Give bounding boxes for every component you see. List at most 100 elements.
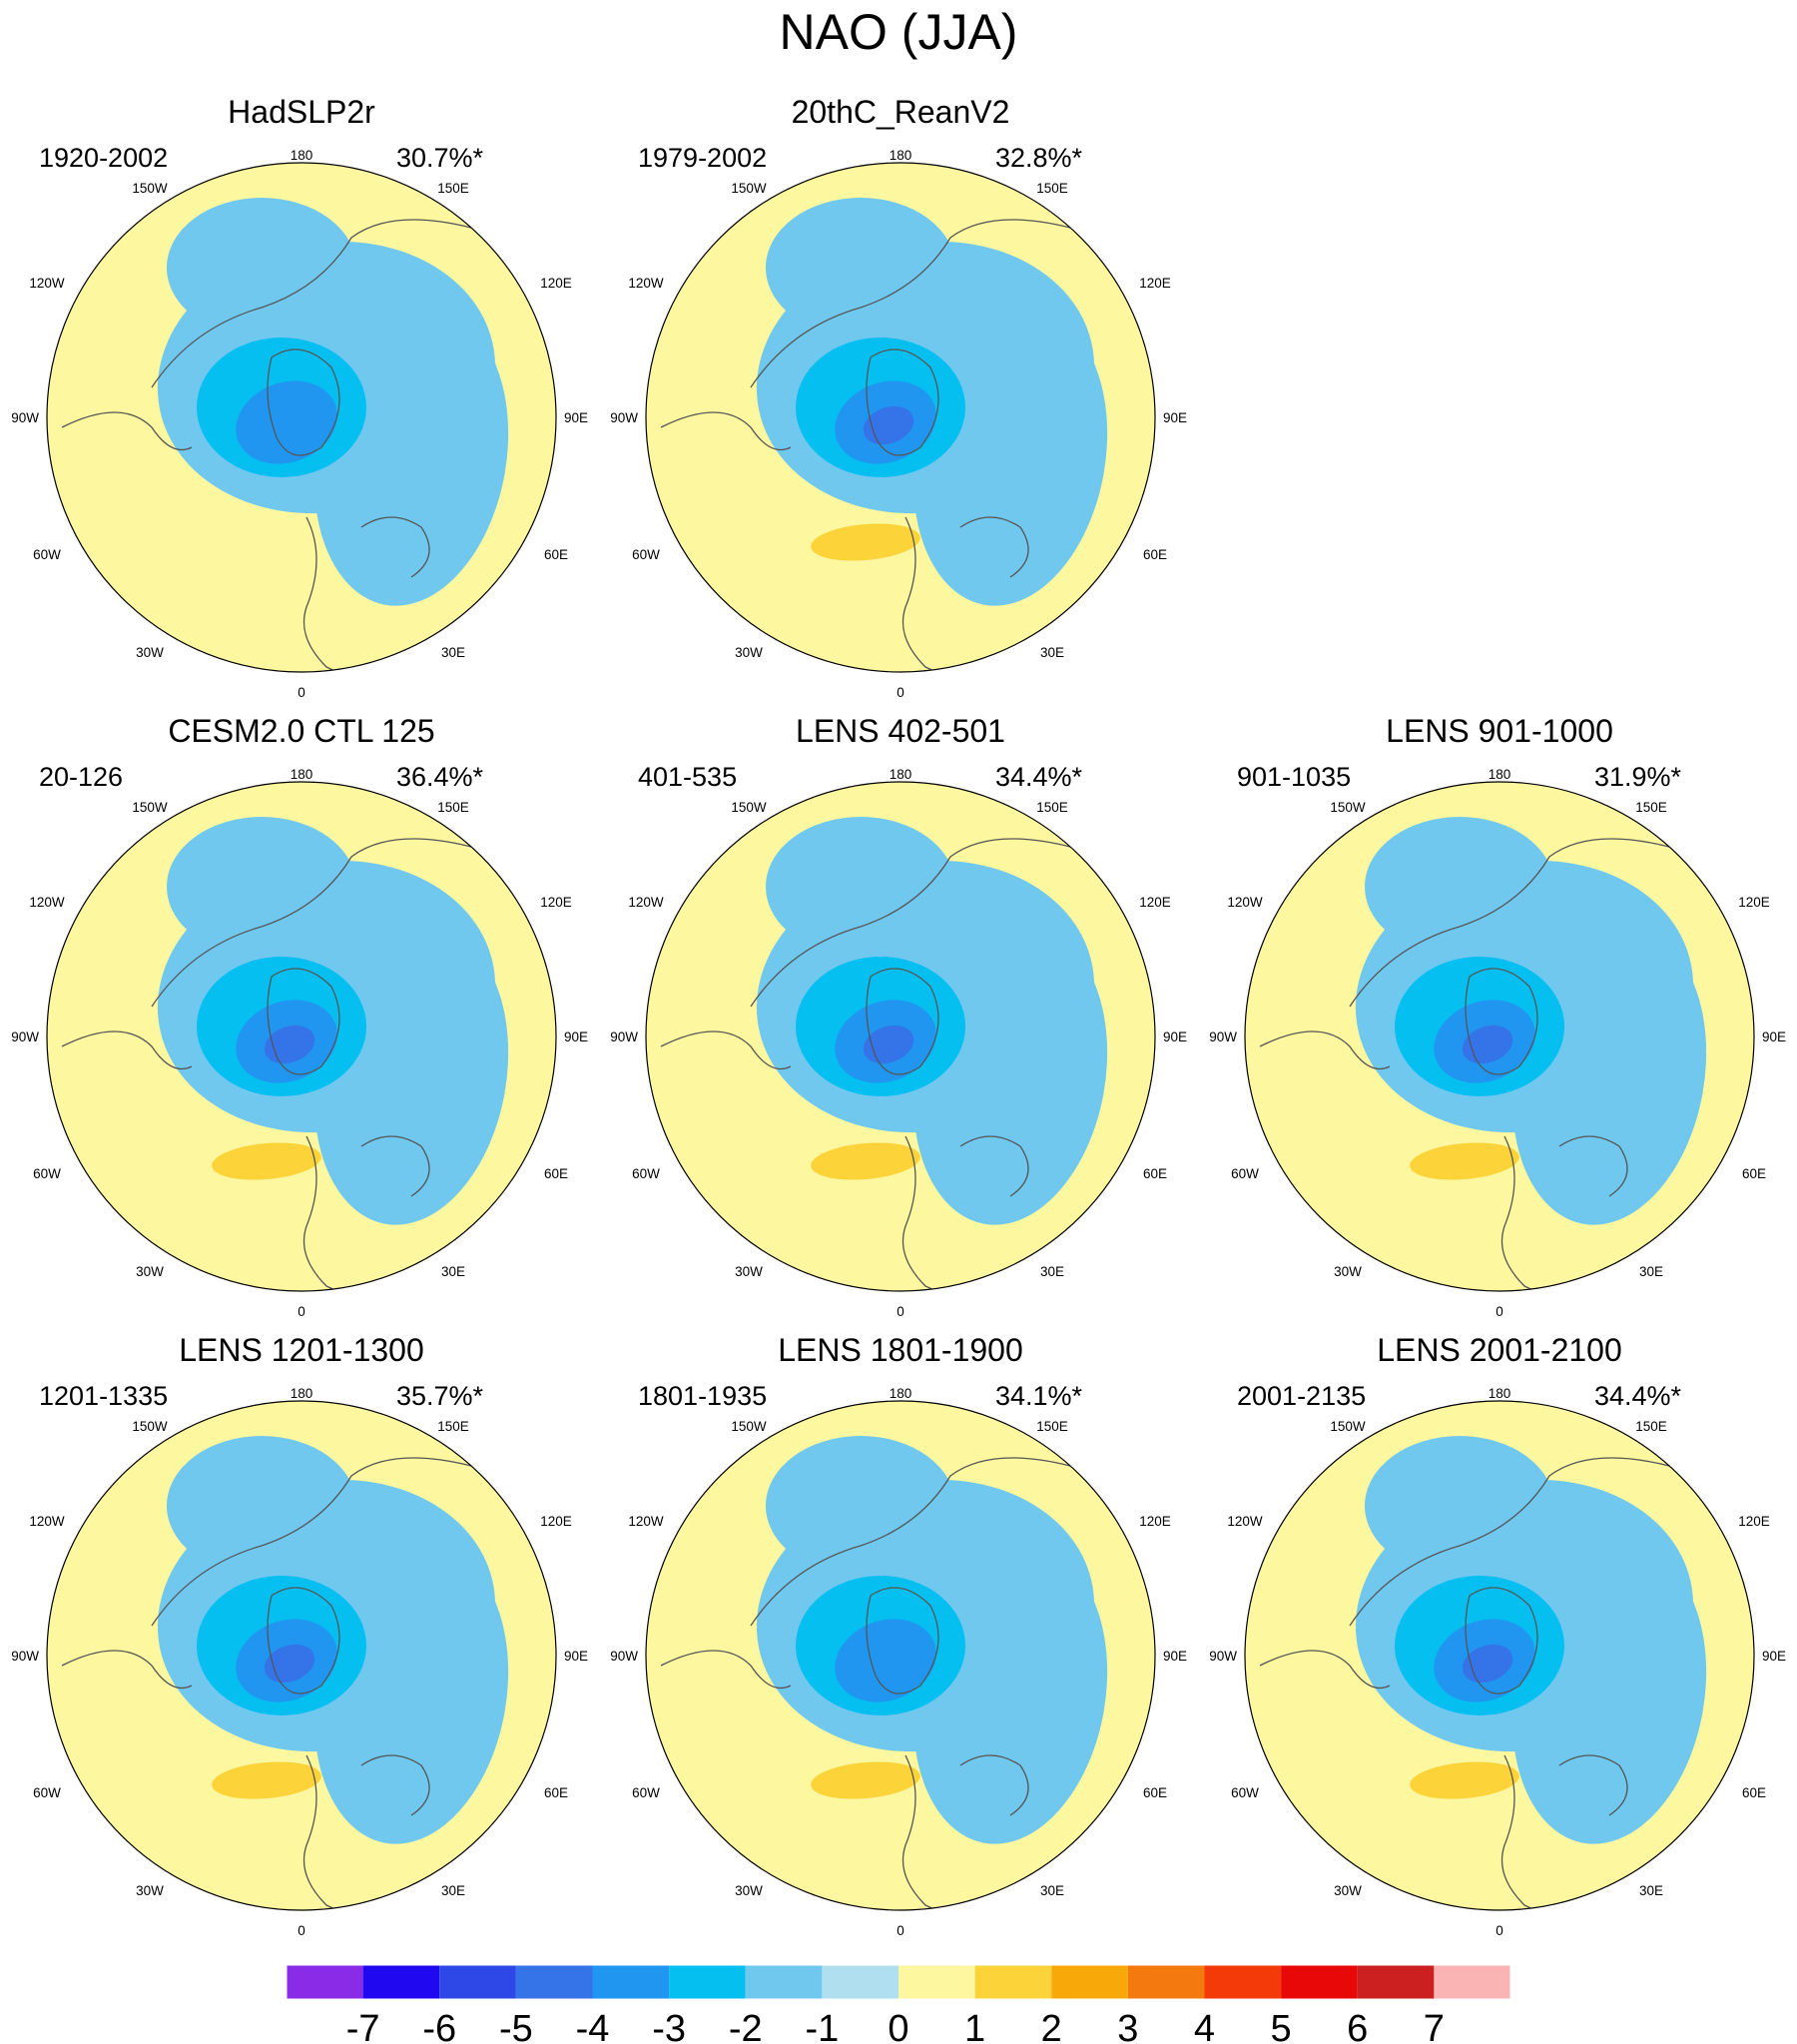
lon-label: 120E: [1738, 895, 1770, 910]
colorbar-swatch: [1051, 1965, 1128, 1999]
lon-label: 0: [298, 1304, 305, 1319]
lon-label: 150W: [731, 181, 767, 196]
lon-label: 30E: [1639, 1883, 1663, 1898]
lon-label: 120E: [540, 1514, 572, 1529]
colorbar-label: 1: [964, 2008, 985, 2044]
panel-period: 1801-1935: [638, 1381, 767, 1411]
panel-title: 20thC_ReanV2: [792, 94, 1010, 130]
lon-label: 90W: [1209, 1029, 1237, 1044]
lon-label: 60E: [1742, 1785, 1766, 1800]
lon-label: 150W: [1330, 1419, 1366, 1434]
contour-field: [646, 782, 1155, 1291]
lon-label: 90E: [1762, 1029, 1786, 1044]
lon-label: 30W: [735, 1883, 763, 1898]
colorbar-label: 2: [1041, 2008, 1062, 2044]
lon-label: 30W: [735, 1264, 763, 1279]
lon-label: 60W: [33, 547, 61, 562]
lon-label: 180: [291, 767, 313, 782]
map-border: [645, 781, 1156, 1292]
colorbar-swatch: [822, 1965, 898, 1999]
lon-label: 90W: [11, 1029, 39, 1044]
panel-title: LENS 2001-2100: [1377, 1332, 1622, 1368]
lon-label: 90E: [1762, 1649, 1786, 1664]
lon-label: 180: [1489, 1386, 1511, 1401]
lon-label: 150E: [437, 181, 469, 196]
panel-period: 2001-2135: [1237, 1381, 1366, 1411]
lon-label: 30E: [1040, 645, 1064, 660]
lon-label: 90E: [564, 1029, 588, 1044]
lon-label: 150W: [132, 1419, 168, 1434]
lon-label: 30W: [136, 1264, 164, 1279]
panel-lens-1201: 180 150W 150E 120W 120E 90W 90E 60W 60E 30W 30E 0 LE…: [11, 1332, 588, 1938]
lon-label: 60W: [632, 1785, 660, 1800]
figure-title: NAO (JJA): [779, 4, 1018, 60]
lon-label: 120W: [1227, 1514, 1263, 1529]
lon-label: 90E: [1163, 1649, 1187, 1664]
panel-title: LENS 402-501: [796, 713, 1005, 749]
colorbar-swatch: [439, 1965, 516, 1999]
lon-label: 120E: [540, 276, 572, 291]
panel-period: 401-535: [638, 762, 737, 792]
lon-label: 150E: [437, 1419, 469, 1434]
colorbar-swatch: [898, 1965, 975, 1999]
lon-label: 30E: [1040, 1264, 1064, 1279]
lon-label: 90W: [11, 410, 39, 425]
lon-label: 150E: [1635, 800, 1667, 815]
map-border: [645, 162, 1156, 673]
lon-label: 150W: [1330, 800, 1366, 815]
panel-period: 1201-1335: [39, 1381, 168, 1411]
colorbar-label: 3: [1117, 2008, 1138, 2044]
colorbar-label: -4: [576, 2008, 610, 2044]
panel-period: 901-1035: [1237, 762, 1351, 792]
contour-field: [646, 1401, 1155, 1910]
colorbar-swatch: [669, 1965, 746, 1999]
lon-label: 0: [897, 1304, 904, 1319]
contour-field: [47, 163, 556, 672]
lon-label: 0: [298, 1923, 305, 1938]
lon-label: 180: [890, 1386, 912, 1401]
lon-label: 90E: [1163, 1029, 1187, 1044]
colorbar-label: 5: [1271, 2008, 1292, 2044]
lon-label: 180: [291, 148, 313, 163]
panel-title: LENS 901-1000: [1386, 713, 1613, 749]
lon-label: 150W: [132, 800, 168, 815]
panel-lens-2001: 180 150W 150E 120W 120E 90W 90E 60W 60E 30W 30E 0 LE…: [1209, 1332, 1786, 1938]
lon-label: 150E: [1635, 1419, 1667, 1434]
lon-label: 60E: [1143, 1785, 1167, 1800]
colorbar-label: 4: [1194, 2008, 1215, 2044]
panel-title: CESM2.0 CTL 125: [168, 713, 434, 749]
panel-variance: 34.4%*: [995, 762, 1083, 792]
lon-label: 60W: [1231, 1785, 1259, 1800]
colorbar-label: 6: [1347, 2008, 1368, 2044]
lon-label: 30W: [1334, 1264, 1362, 1279]
lon-label: 0: [897, 1923, 904, 1938]
lon-label: 120W: [29, 276, 65, 291]
lon-label: 0: [1496, 1304, 1503, 1319]
lon-label: 60E: [1143, 547, 1167, 562]
colorbar-swatch: [592, 1965, 670, 1999]
contour-field: [1245, 782, 1754, 1291]
panel-variance: 31.9%*: [1594, 762, 1682, 792]
lon-label: 30W: [1334, 1883, 1362, 1898]
lon-label: 150E: [1036, 181, 1068, 196]
contour-field: [646, 163, 1155, 672]
lon-label: 30E: [441, 1883, 465, 1898]
colorbar-label: -2: [729, 2008, 763, 2044]
lon-label: 90W: [610, 410, 638, 425]
lon-label: 30E: [1040, 1883, 1064, 1898]
lon-label: 120W: [628, 1514, 664, 1529]
lon-label: 90W: [1209, 1649, 1237, 1664]
lon-label: 90W: [610, 1029, 638, 1044]
lon-label: 120W: [29, 895, 65, 910]
lon-label: 120E: [1738, 1514, 1770, 1529]
panel-title: HadSLP2r: [228, 94, 375, 130]
lon-label: 90E: [564, 410, 588, 425]
panel-variance: 35.7%*: [396, 1381, 484, 1411]
lon-label: 60W: [632, 547, 660, 562]
lon-label: 150E: [1036, 800, 1068, 815]
lon-label: 60E: [1742, 1166, 1766, 1181]
lon-label: 120W: [29, 1514, 65, 1529]
colorbar-swatch: [1281, 1965, 1358, 1999]
panel-lens-1801: 180 150W 150E 120W 120E 90W 90E 60W 60E 30W 30E 0 LE…: [610, 1332, 1187, 1938]
contour-field: [47, 782, 556, 1291]
